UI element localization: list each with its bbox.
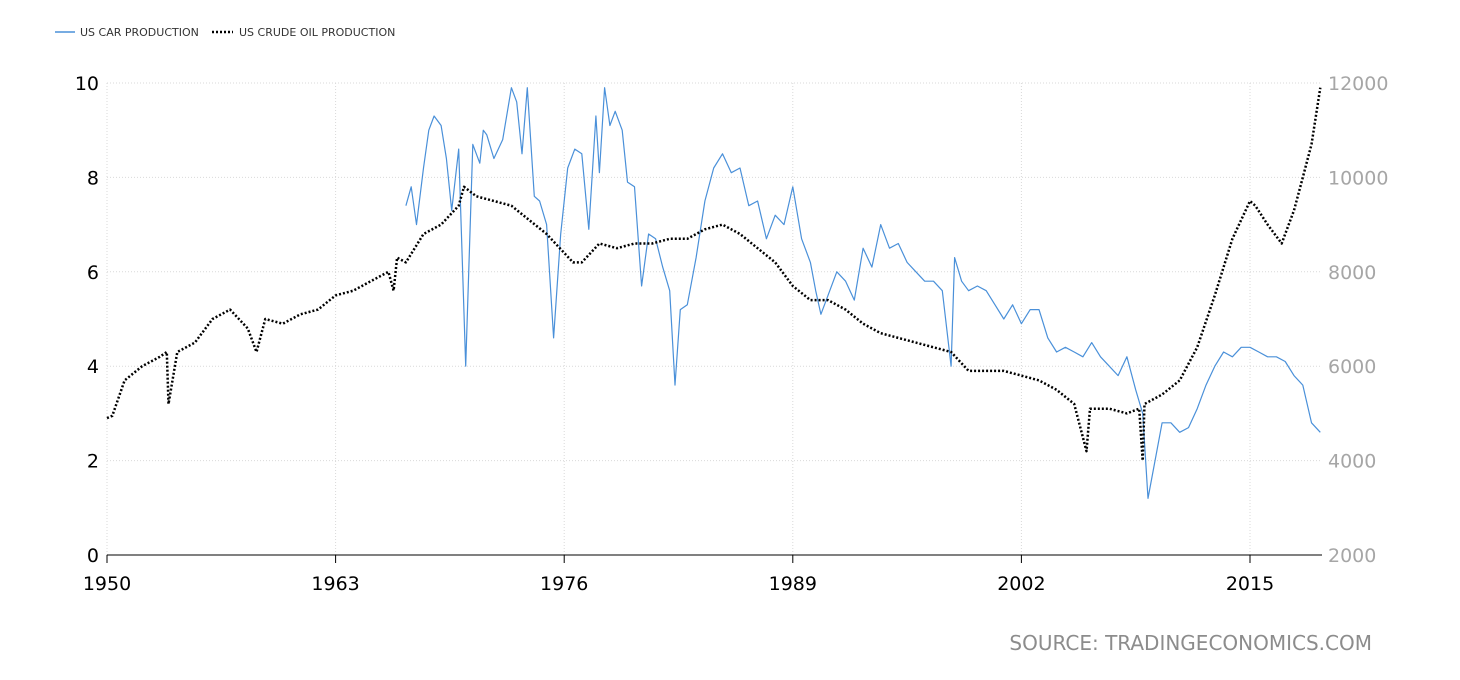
x-tick-label-2002: 2002 [997,573,1045,595]
right-tick-label-8000: 8000 [1328,262,1376,284]
legend: US CAR PRODUCTION US CRUDE OIL PRODUCTIO… [55,26,395,39]
right-axis-labels: 2000 4000 6000 8000 10000 12000 [1328,73,1388,567]
series-layer [106,87,1322,499]
series-line-us-crude-oil-production [106,87,1322,462]
left-tick-label-10: 10 [75,73,99,95]
legend-label-oil: US CRUDE OIL PRODUCTION [239,26,395,39]
left-tick-label-2: 2 [87,451,99,473]
source-label: SOURCE: TRADINGECONOMICS.COM [1009,631,1372,655]
legend-label-car: US CAR PRODUCTION [80,26,199,39]
x-tick-label-2015: 2015 [1226,573,1274,595]
x-tick-labels: 1950 1963 1976 1989 2002 2015 [83,573,1274,595]
x-tick-marks [106,555,1251,563]
right-tick-label-12000: 12000 [1328,73,1388,95]
x-tick-label-1989: 1989 [769,573,817,595]
left-axis-labels: 0 2 4 6 8 10 [75,73,99,567]
right-tick-label-2000: 2000 [1328,545,1376,567]
left-tick-label-4: 4 [87,356,99,378]
right-tick-label-6000: 6000 [1328,356,1376,378]
series-line-us-car-production [405,87,1321,499]
x-tick-label-1950: 1950 [83,573,131,595]
left-tick-label-8: 8 [87,167,99,189]
left-tick-label-6: 6 [87,262,99,284]
x-tick-label-1976: 1976 [540,573,588,595]
right-tick-label-4000: 4000 [1328,451,1376,473]
grid-lines [106,82,1322,555]
left-tick-label-0: 0 [87,545,99,567]
x-tick-label-1963: 1963 [311,573,359,595]
right-tick-label-10000: 10000 [1328,167,1388,189]
